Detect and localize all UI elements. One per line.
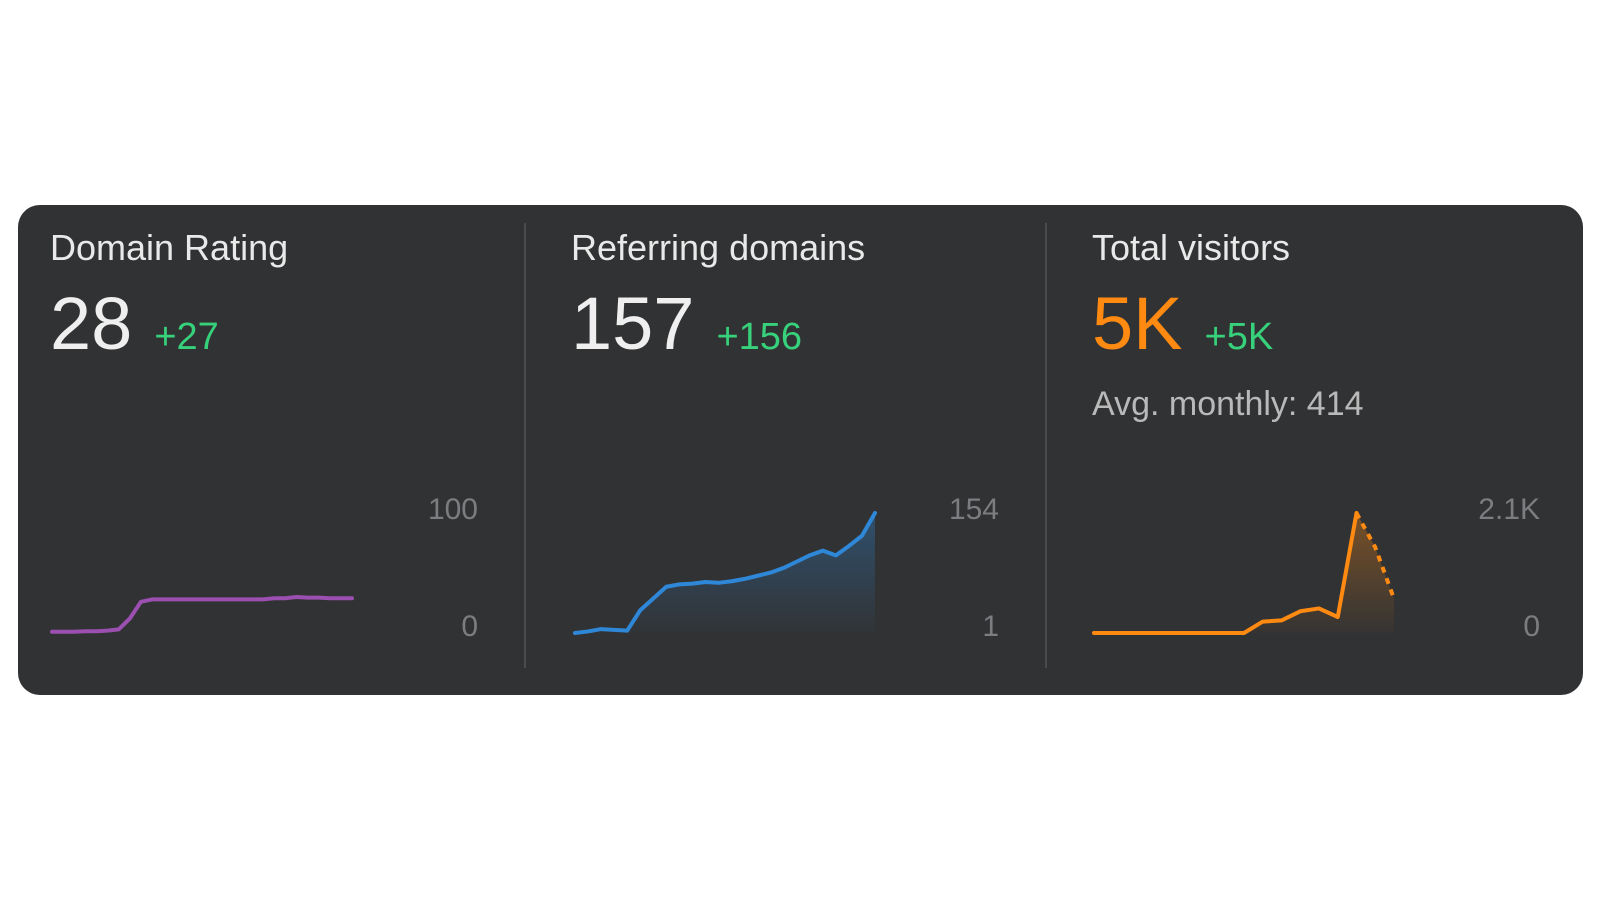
referring-domains-axis-max: 154 [948, 493, 999, 526]
domain-rating-panel[interactable]: Domain Rating 28 +27 100 0 [18, 205, 543, 695]
referring-domains-metric-row: 157 +156 [571, 287, 802, 361]
referring-domains-chart[interactable] [573, 507, 881, 639]
total-visitors-value: 5K [1092, 282, 1183, 365]
referring-domains-delta: +156 [716, 316, 803, 358]
domain-rating-chart[interactable] [50, 507, 358, 639]
domain-rating-axis-max: 100 [427, 493, 478, 526]
total-visitors-axis-min: 0 [1523, 610, 1540, 643]
metrics-card: Domain Rating 28 +27 100 0 Referring doma… [18, 205, 1583, 695]
total-visitors-chart[interactable] [1092, 507, 1400, 639]
referring-domains-axis-min: 1 [982, 610, 999, 643]
total-visitors-avg-monthly: Avg. monthly: 414 [1092, 385, 1364, 423]
panel-divider [1045, 223, 1047, 668]
total-visitors-title: Total visitors [1092, 227, 1291, 268]
referring-domains-title: Referring domains [571, 227, 866, 268]
series-area [1094, 513, 1394, 633]
series-line-projection [1354, 512, 1396, 600]
total-visitors-metric-row: 5K +5K [1092, 287, 1273, 361]
domain-rating-value: 28 [50, 282, 133, 365]
series-area [575, 513, 875, 633]
referring-domains-panel[interactable]: Referring domains 157 +156 154 1 [539, 205, 1064, 695]
domain-rating-delta: +27 [154, 316, 219, 358]
domain-rating-axis-min: 0 [461, 610, 478, 643]
domain-rating-metric-row: 28 +27 [50, 287, 219, 361]
total-visitors-axis-max: 2.1K [1478, 493, 1540, 526]
domain-rating-title: Domain Rating [50, 227, 289, 268]
series-line [573, 511, 877, 635]
panel-divider [524, 223, 526, 668]
series-line [1092, 511, 1359, 635]
series-line [50, 595, 354, 634]
total-visitors-delta: +5K [1204, 316, 1274, 358]
total-visitors-panel[interactable]: Total visitors 5K +5K Avg. monthly: 414 2… [1060, 205, 1583, 695]
referring-domains-value: 157 [571, 282, 695, 365]
